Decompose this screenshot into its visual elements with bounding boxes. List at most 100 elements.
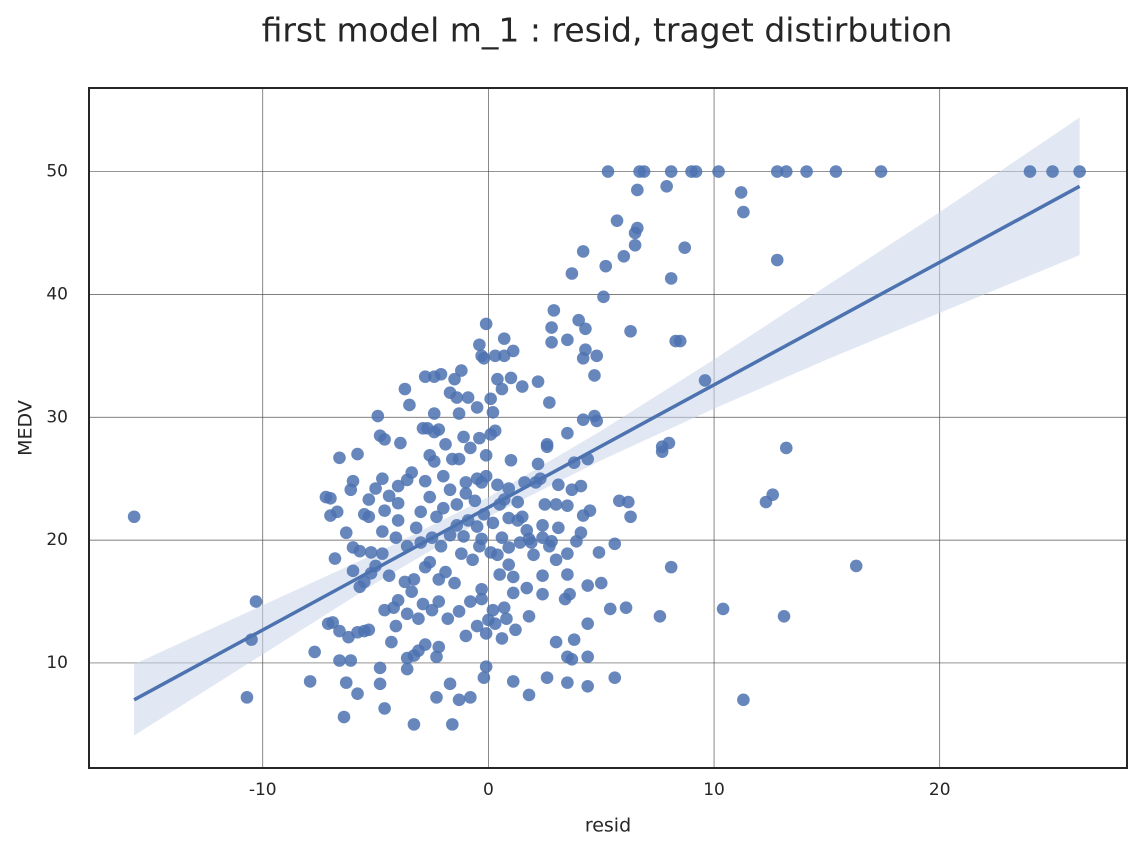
point <box>389 531 403 544</box>
point <box>382 569 396 583</box>
point <box>382 489 396 503</box>
point <box>371 409 385 423</box>
point <box>543 539 556 553</box>
point <box>407 649 421 662</box>
point <box>624 324 637 338</box>
plot-frame <box>88 87 1128 769</box>
point <box>403 398 416 412</box>
point <box>409 521 423 535</box>
point <box>328 552 342 565</box>
point <box>448 372 461 386</box>
point <box>430 510 443 524</box>
point <box>1023 165 1037 178</box>
point <box>509 623 522 637</box>
point <box>319 490 333 504</box>
point <box>407 573 421 586</box>
point <box>608 537 622 551</box>
point <box>378 702 391 715</box>
point <box>581 579 594 592</box>
point <box>459 629 473 643</box>
point <box>590 349 604 363</box>
point <box>500 612 513 626</box>
point <box>484 546 497 559</box>
point <box>432 640 446 654</box>
point <box>502 482 516 495</box>
point <box>240 691 254 704</box>
point <box>540 440 554 454</box>
point <box>470 401 484 414</box>
point <box>561 499 574 513</box>
point <box>1046 165 1059 178</box>
point <box>353 580 367 594</box>
point <box>619 601 633 614</box>
point <box>495 382 509 396</box>
point <box>418 474 432 488</box>
point <box>601 165 615 178</box>
point <box>698 374 712 387</box>
point <box>475 532 488 546</box>
point <box>376 472 389 485</box>
point <box>579 322 592 336</box>
point <box>527 548 540 562</box>
point <box>484 428 497 441</box>
point <box>362 623 376 637</box>
point <box>581 680 594 693</box>
point <box>561 676 574 689</box>
point <box>770 165 784 178</box>
point <box>376 547 389 560</box>
point <box>344 654 358 667</box>
point <box>446 718 459 731</box>
point <box>473 338 486 352</box>
point <box>439 565 452 579</box>
point <box>400 607 414 621</box>
regression-layer <box>133 184 1081 702</box>
point <box>249 595 263 608</box>
point <box>479 317 493 331</box>
point <box>459 487 473 500</box>
point <box>536 519 549 532</box>
point <box>574 526 588 540</box>
point <box>391 496 405 510</box>
point <box>597 290 610 304</box>
point <box>443 483 457 497</box>
point <box>470 472 484 485</box>
point <box>376 525 389 538</box>
point <box>617 250 631 263</box>
point <box>477 351 491 365</box>
point <box>455 547 468 560</box>
point <box>452 452 466 466</box>
point <box>712 165 725 178</box>
point <box>373 661 387 675</box>
point <box>497 349 511 363</box>
x-tick-label: -10 <box>249 780 277 800</box>
point <box>506 675 520 688</box>
point <box>561 333 574 347</box>
band-layer <box>134 117 1080 736</box>
point <box>423 449 437 462</box>
point <box>777 609 791 623</box>
point <box>434 539 448 553</box>
point <box>475 582 488 596</box>
y-tick-label: 10 <box>46 653 68 673</box>
point <box>400 662 414 676</box>
point <box>497 601 511 614</box>
point <box>536 569 549 583</box>
point <box>405 466 418 479</box>
point <box>599 259 613 273</box>
point <box>326 616 340 629</box>
point <box>655 440 669 454</box>
point <box>486 516 500 530</box>
point <box>378 504 391 517</box>
point <box>430 691 443 704</box>
point <box>545 321 558 334</box>
point <box>470 520 484 533</box>
point <box>362 510 376 524</box>
point <box>495 632 509 645</box>
point <box>339 676 353 689</box>
point <box>734 186 748 199</box>
point <box>405 585 418 599</box>
point <box>592 546 606 559</box>
point <box>457 430 470 444</box>
point <box>800 165 813 178</box>
point <box>391 514 405 527</box>
